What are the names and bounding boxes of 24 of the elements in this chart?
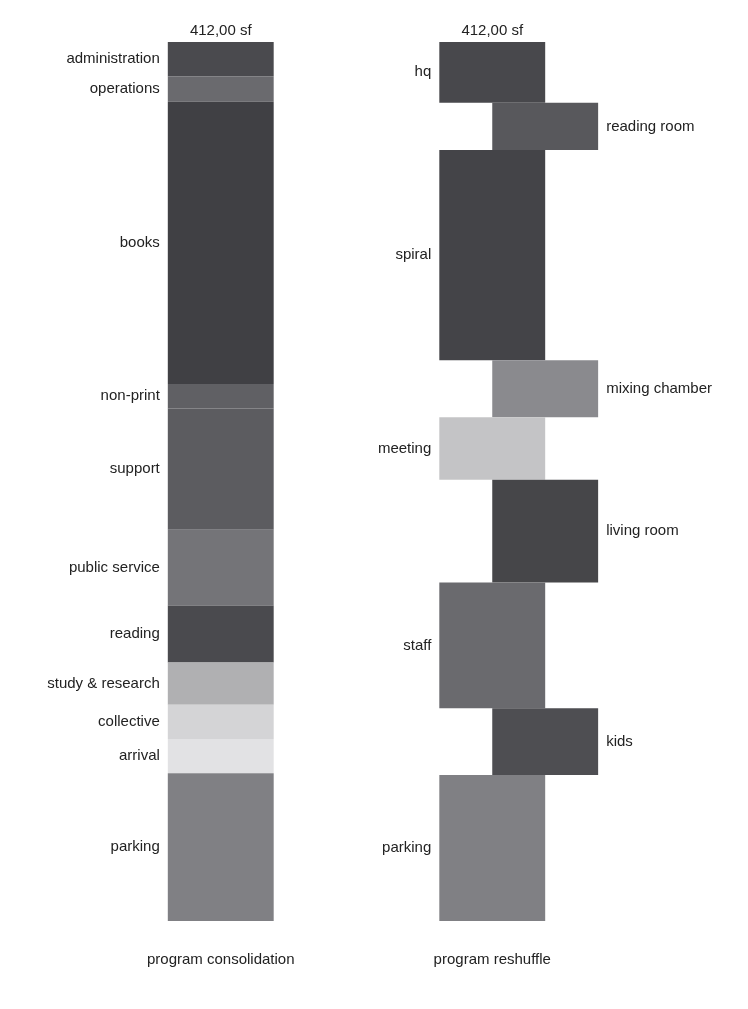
series-label: parking <box>382 838 432 856</box>
series-label: reading <box>109 624 160 642</box>
series-label: administration <box>66 49 160 67</box>
series-label: support <box>109 459 161 477</box>
series-label: collective <box>98 712 160 730</box>
series-label: reading room <box>606 116 695 134</box>
series-label: public service <box>68 557 160 575</box>
x-tick-label: program reshuffle <box>433 950 551 968</box>
series-label: non-print <box>100 386 161 404</box>
annotation: 412,00 sf <box>461 20 524 38</box>
series-label: kids <box>606 731 633 749</box>
series-label: meeting <box>377 438 432 456</box>
series-label: arrival <box>118 746 160 764</box>
series-label: parking <box>110 837 160 855</box>
annotation: 412,00 sf <box>189 20 253 38</box>
x-tick-label: program consolidation <box>146 950 295 968</box>
series-label: books <box>119 232 160 250</box>
series-label: hq <box>414 62 432 80</box>
series-label: mixing chamber <box>606 378 713 396</box>
series-label: operations <box>89 79 160 97</box>
series-label: living room <box>606 521 679 539</box>
series-label: study & research <box>47 673 160 691</box>
series-label: spiral <box>395 245 432 263</box>
series-label: staff <box>403 635 433 653</box>
